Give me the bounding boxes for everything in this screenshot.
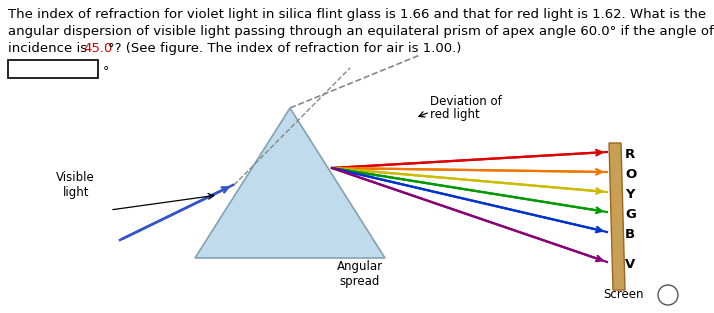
Text: R: R xyxy=(625,147,635,161)
Text: °? (See figure. The index of refraction for air is 1.00.): °? (See figure. The index of refraction … xyxy=(108,42,461,55)
Text: The index of refraction for violet light in silica flint glass is 1.66 and that : The index of refraction for violet light… xyxy=(8,8,706,21)
Text: O: O xyxy=(625,167,636,181)
Text: angular dispersion of visible light passing through an equilateral prism of apex: angular dispersion of visible light pass… xyxy=(8,25,714,38)
Text: Deviation of: Deviation of xyxy=(430,95,502,108)
Text: Screen: Screen xyxy=(603,288,643,301)
Text: °: ° xyxy=(103,65,109,78)
Text: B: B xyxy=(625,228,635,240)
Polygon shape xyxy=(195,108,385,258)
Text: incidence is: incidence is xyxy=(8,42,91,55)
Text: Visible
light: Visible light xyxy=(56,171,95,199)
Text: V: V xyxy=(625,258,635,270)
Circle shape xyxy=(658,285,678,305)
Text: red light: red light xyxy=(430,108,480,121)
Bar xyxy=(8,60,98,78)
Text: 45.0: 45.0 xyxy=(83,42,112,55)
Text: i: i xyxy=(666,289,670,301)
Text: Y: Y xyxy=(625,187,635,201)
Text: G: G xyxy=(625,208,636,220)
Text: Angular
spread: Angular spread xyxy=(337,260,383,288)
Polygon shape xyxy=(609,143,625,290)
